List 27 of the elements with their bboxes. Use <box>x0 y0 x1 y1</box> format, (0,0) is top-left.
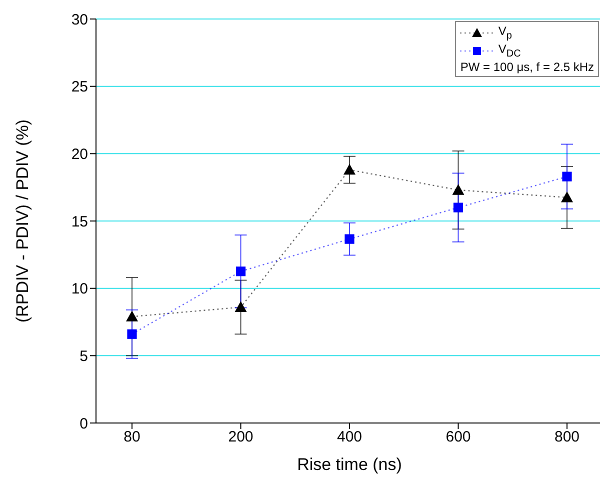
x-tick-label: 200 <box>228 428 254 446</box>
point <box>344 164 356 175</box>
y-tick-label: 0 <box>80 415 88 432</box>
y-tick-label: 25 <box>71 78 88 96</box>
point <box>126 310 138 322</box>
point <box>127 329 137 339</box>
point <box>562 172 572 182</box>
x-tick-label: 800 <box>554 428 580 446</box>
x-tick-label: 600 <box>446 428 471 446</box>
x-tick-label: 80 <box>124 428 140 446</box>
y-tick-label: 5 <box>80 348 88 365</box>
y-tick-label: 15 <box>71 213 88 230</box>
point <box>234 301 247 312</box>
point <box>561 191 573 202</box>
point <box>236 266 246 276</box>
legend-label: V$_{p}$ <box>498 24 512 42</box>
y-tick-label: 10 <box>71 280 88 298</box>
point <box>452 184 464 195</box>
y-tick-label: 20 <box>71 146 88 163</box>
legend-label: V$_{DC}$ <box>498 42 521 60</box>
x-axis-title: Rise time (ns) <box>297 455 402 474</box>
x-tick-label: 400 <box>336 428 362 446</box>
annotation: PW = 100 μs, f = 2.5 kHz <box>460 60 594 74</box>
y-tick-label: 30 <box>71 11 88 28</box>
point <box>344 234 354 244</box>
point <box>453 202 464 212</box>
y-axis-title: (RPDIV - PDIV) / PDIV (%) <box>13 119 32 323</box>
